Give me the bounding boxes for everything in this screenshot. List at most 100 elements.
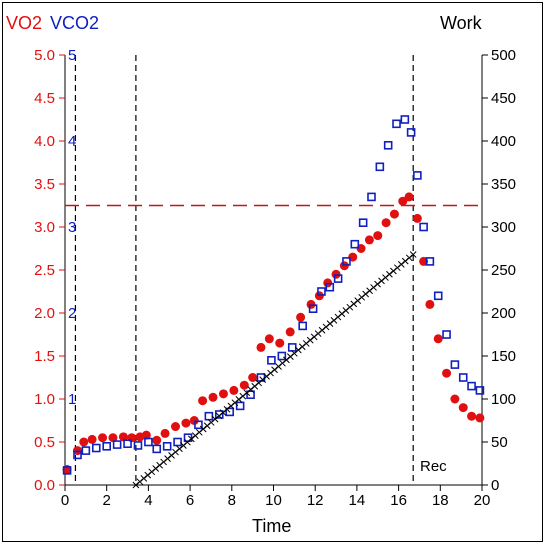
vo2-point — [323, 278, 333, 288]
vco2-point — [204, 411, 214, 421]
vo2-point — [98, 433, 108, 443]
vo2-point — [108, 433, 118, 443]
vco2-point — [133, 441, 143, 450]
vo2-point — [306, 299, 316, 309]
x-tick-label: 4 — [144, 492, 152, 509]
y-left-tick-label: 2.0 — [34, 305, 55, 322]
y-left-tick-label: 5.0 — [34, 47, 55, 64]
vco2-point — [450, 360, 460, 369]
y-left-tick-label: 1.0 — [34, 391, 55, 408]
vo2-point — [381, 218, 391, 228]
vo2-point — [160, 428, 170, 438]
vco2-point — [287, 343, 297, 352]
x-tick-label: 10 — [265, 492, 282, 509]
vo2-point — [373, 231, 383, 241]
series-work — [132, 251, 417, 489]
vo2-point — [218, 389, 228, 399]
vco2-point — [317, 287, 326, 296]
vco2-point — [475, 386, 485, 395]
vco2-point — [173, 437, 182, 447]
vo2-point — [475, 413, 485, 423]
series-vo2 — [62, 192, 485, 475]
x-tick-label: 14 — [349, 492, 366, 509]
vo2-point — [239, 380, 249, 390]
vco2-point — [81, 446, 91, 455]
vco2-point — [235, 401, 245, 411]
vco2-point — [152, 444, 162, 454]
vo2-point — [152, 435, 162, 445]
vo2-point — [389, 209, 399, 219]
y-left-tick-label: 0.5 — [34, 434, 55, 451]
left-title-vco2: VCO2 — [50, 13, 99, 33]
vo2-point — [433, 334, 443, 344]
vo2-point — [256, 342, 266, 352]
vo2-point — [229, 385, 239, 395]
vo2-point — [467, 411, 477, 421]
vo2-point — [442, 368, 452, 378]
vco2-point — [162, 441, 172, 451]
x-tick-label: 0 — [61, 492, 69, 509]
y-vco2-tick-label: 2 — [68, 305, 76, 322]
y-vco2-tick-label: 4 — [68, 133, 76, 150]
y-right-tick-label: 350 — [491, 176, 516, 193]
work-point — [409, 251, 417, 258]
vco2-point — [333, 274, 343, 283]
y-vco2-tick-label: 5 — [68, 47, 76, 64]
y-vco2-tick-label: 1 — [68, 391, 76, 408]
vco2-point — [350, 239, 360, 249]
vo2-point — [296, 312, 306, 322]
vo2-point — [450, 394, 460, 404]
y-right-tick-label: 100 — [491, 391, 516, 408]
vo2-point — [171, 422, 181, 432]
y-left-tick-label: 4.5 — [34, 90, 55, 107]
x-tick-label: 8 — [228, 492, 236, 509]
vo2-point — [208, 392, 218, 402]
vco2-point — [62, 466, 72, 475]
recovery-marker-label: Rec — [420, 458, 447, 475]
vco2-point — [194, 420, 203, 430]
vco2-point — [277, 351, 287, 361]
left-title-vo2: VO2 — [6, 13, 42, 33]
series-vco2 — [62, 115, 485, 475]
y-right-tick-label: 400 — [491, 133, 516, 150]
vco2-point — [400, 115, 410, 124]
reference-lines — [65, 55, 482, 485]
vco2-point — [406, 128, 416, 137]
y-right-tick-label: 200 — [491, 305, 516, 322]
vo2-point — [198, 396, 208, 406]
vco2-point — [144, 437, 153, 447]
vco2-point — [325, 282, 335, 292]
vco2-point — [383, 141, 393, 150]
x-tick-label: 6 — [186, 492, 194, 509]
y-left-tick-label: 2.5 — [34, 262, 55, 279]
y-left-tick-label: 1.5 — [34, 348, 55, 365]
vo2-point — [339, 261, 349, 271]
series-layer — [62, 115, 485, 489]
vco2-point — [419, 222, 428, 232]
vco2-point — [246, 390, 255, 400]
y-vco2-tick-label: 3 — [68, 219, 76, 236]
y-right-tick-label: 50 — [491, 434, 508, 451]
vo2-point — [141, 430, 151, 440]
vco2-point — [425, 257, 435, 266]
axes-layer: 0 2 4 6 8 10 12 14 16 18 200.00.51.01.52.02.53.03.… — [34, 47, 516, 509]
y-right-tick-label: 450 — [491, 90, 516, 107]
vco2-point — [214, 410, 224, 419]
x-tick-label: 2 — [103, 492, 111, 509]
vco2-point — [358, 218, 368, 227]
vo2-point — [264, 334, 274, 344]
y-right-tick-label: 150 — [491, 348, 516, 365]
vco2-point — [342, 257, 351, 266]
x-tick-label: 16 — [390, 492, 407, 509]
vo2-point — [285, 327, 295, 337]
x-tick-label: 12 — [307, 492, 324, 509]
vo2-point — [79, 437, 89, 447]
y-right-tick-label: 250 — [491, 262, 516, 279]
vo2-point — [181, 418, 191, 428]
vo2-point — [331, 269, 341, 279]
vco2-point — [225, 407, 235, 417]
vo2-point — [275, 338, 285, 348]
vo2-point — [412, 213, 422, 223]
vo2-point — [118, 432, 128, 442]
